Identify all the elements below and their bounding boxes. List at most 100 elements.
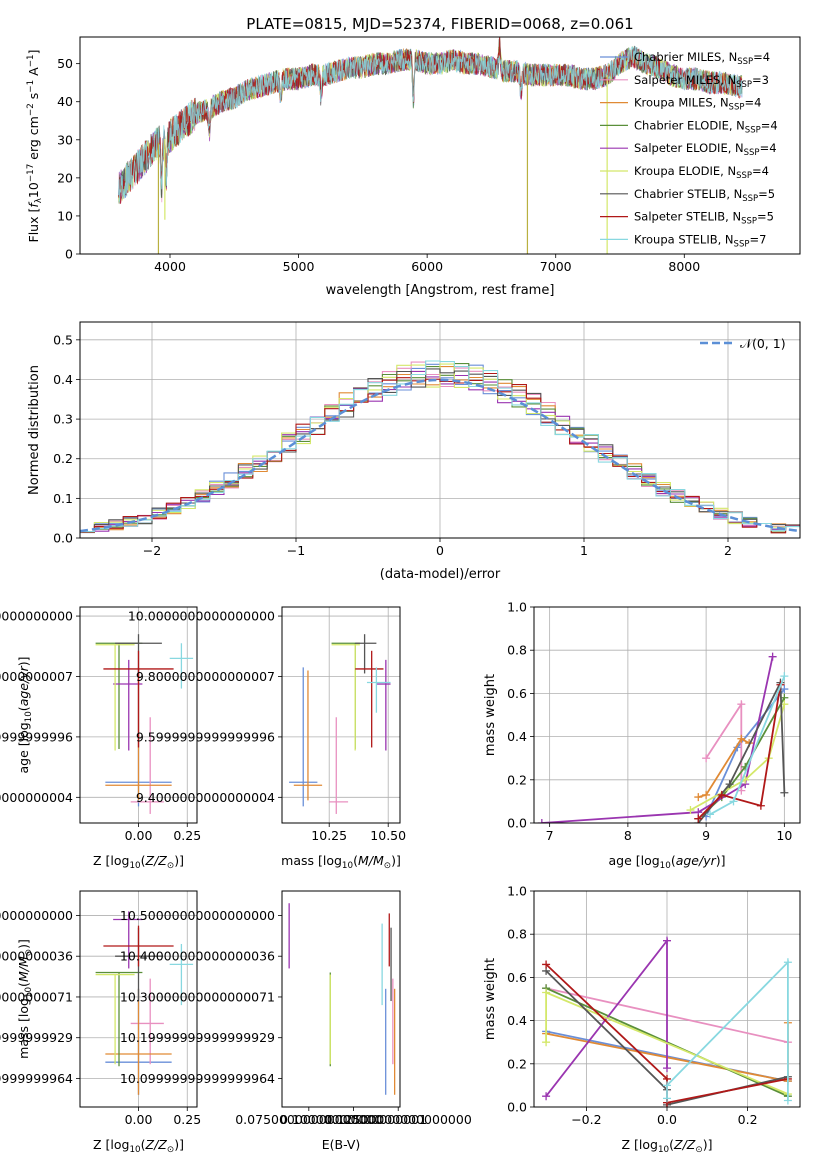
x-tick-label: 0 [436, 543, 444, 558]
y-tick-label: 1.0 [507, 600, 527, 615]
weight-marker-chabrier-stelib [725, 780, 734, 789]
histogram-kroupa-stelib [80, 360, 800, 533]
y-tick-label: 50 [57, 56, 73, 71]
weight-line-kroupa-elodie [690, 703, 786, 811]
legend-text: Kroupa MILES, N [634, 96, 729, 110]
x-tick-label: 0.07500000000000000 [235, 1112, 382, 1127]
plot-area [95, 634, 194, 814]
plot-area [289, 634, 391, 814]
panel-mass-Z-x-label: Z [log10(Z/Z⊙)] [93, 1137, 184, 1155]
panel-age-Z-x-label-part: )] [174, 853, 184, 868]
y-tick-label: 10.09999999999999964 [120, 1071, 275, 1086]
y-tick-label: 9.5999999999999996 [0, 729, 73, 744]
x-tick-label: 10.25 [311, 828, 347, 843]
residuals-y-label: Normed distribution [27, 365, 42, 495]
y-tick-label: 0.0 [53, 531, 73, 546]
y-tick-label: 0.6 [507, 970, 527, 985]
legend-value: =4 [760, 141, 777, 155]
x-tick-label: 0.2 [738, 1112, 758, 1127]
panel-weight-Z-x-label: Z [log10(Z/Z⊙)] [622, 1137, 713, 1155]
figure-title: PLATE=0815, MJD=52374, FIBERID=0068, z=0… [246, 15, 633, 33]
y-tick-label: 0.3 [53, 412, 73, 427]
legend-normal-label: 𝒩(0, 1) [740, 336, 786, 351]
panel-weight-age-x-label-part: age [log [608, 853, 659, 868]
panel-mass-Z-x-label-part: 10 [129, 1145, 140, 1155]
panel-age-Z-y-label-part: 10 [24, 711, 34, 722]
y-tick-label: 0.8 [507, 643, 527, 658]
y-tick-label: 0 [65, 247, 73, 262]
weight-marker-salpeter-stelib [694, 814, 703, 823]
legend-text: Salpeter STELIB, N [634, 210, 741, 224]
panel-weight-Z-x-label-part: ( [669, 1137, 674, 1152]
weight-marker-salpeter-stelib [717, 790, 726, 799]
legend-sub: SSP [741, 217, 757, 227]
legend-text: Kroupa STELIB, N [634, 232, 734, 246]
plot-area [95, 911, 194, 1095]
spectrum-y-label-part: −1 [26, 54, 36, 67]
legend-sub: SSP [736, 80, 752, 90]
spectrum-y-label-part: −17 [26, 164, 36, 182]
y-tick-label: 10 [57, 208, 73, 223]
y-tick-label: 10.09999999999999964 [0, 1071, 73, 1086]
axes-frame [533, 606, 801, 824]
weight-marker-kroupa-stelib [663, 1081, 671, 1090]
weight-marker-kroupa-stelib [729, 797, 738, 806]
age-vs-mass-panel: 10.25 10.50 9.4000000000000004 9.5999999999… [128, 606, 406, 871]
legend-entry: Kroupa MILES, NSSP=4 [634, 96, 761, 113]
panel-mass-Z-y-label-part: 10 [24, 987, 34, 998]
weight-marker-kroupa-stelib [780, 672, 789, 681]
panel-age-mass-x-label-part: )] [391, 853, 401, 868]
legend-value: =7 [749, 232, 766, 246]
panel-age-Z-y-label: age [log10(age/yr)] [16, 656, 34, 773]
panel-weight-Z-x-label-part: 10 [658, 1145, 669, 1155]
panel-mass-Z-x-label-part: Z [log [93, 1137, 129, 1152]
panel-mass-ebv-x-label-part: E(B-V) [322, 1137, 361, 1152]
x-tick-label: 0.12500000000000000 [325, 1112, 472, 1127]
y-tick-label: 0.2 [507, 772, 527, 787]
weight-vs-metallicity-panel: −0.2 0.0 0.2 0.0 0.2 0.4 0.6 0.8 1.0 Z [log10(Z/Z… [483, 884, 801, 1155]
y-tick-label: 0.2 [507, 1056, 527, 1071]
y-tick-label: 0.4 [507, 1013, 527, 1028]
y-tick-label: 0.5 [53, 332, 73, 347]
spectrum-y-label-part: f [26, 202, 41, 208]
legend-sub: SSP [742, 194, 758, 204]
legend-entry: Chabrier ELODIE, NSSP=4 [634, 118, 778, 135]
legend-text: Chabrier ELODIE, N [634, 118, 745, 132]
y-tick-label: 1.0 [507, 884, 527, 899]
panel-age-mass-x-label-part: ⊙ [384, 861, 391, 871]
panel-age-mass-x-label-part: ( [353, 853, 358, 868]
weight-marker-chabrier-miles [780, 685, 789, 694]
spectrum-y-label-part: A [26, 67, 41, 80]
legend-entry: Chabrier STELIB, NSSP=5 [634, 187, 775, 204]
weight-marker-chabrier-stelib [780, 788, 789, 797]
y-tick-label: 20 [57, 170, 73, 185]
legend-text: Chabrier STELIB, N [634, 187, 742, 201]
weight-marker-kroupa-miles [694, 793, 703, 802]
axes-frame [79, 36, 801, 255]
panel-age-Z-x-label-part: 10 [129, 861, 140, 871]
legend-entry: Salpeter MILES, NSSP=3 [634, 73, 769, 90]
panel-mass-Z-y-label-part: M/M [16, 956, 31, 982]
x-tick-label: 0.25 [173, 828, 201, 843]
weight-marker-salpeter-elodie [663, 936, 671, 945]
x-tick-label: 2 [724, 543, 732, 558]
panel-mass-Z-y-label-part: ( [16, 982, 31, 987]
panel-mass-Z-x-label-part: ⊙ [167, 1145, 174, 1155]
weight-marker-salpeter-stelib [756, 801, 765, 810]
legend-entry: Chabrier MILES, NSSP=4 [634, 50, 770, 67]
weight-marker-salpeter-elodie [663, 1064, 671, 1073]
legend-sub: SSP [736, 171, 752, 181]
y-tick-label: 9.4000000000000004 [136, 790, 275, 805]
panel-weight-age-x-label-part: age/yr [676, 853, 717, 868]
panel-age-Z-x-label-part: Z [log [93, 853, 129, 868]
panel-mass-Z-y-label-part: )] [16, 939, 31, 949]
legend-sub: SSP [737, 57, 753, 67]
spectrum-y-label-part: −1 [26, 80, 36, 93]
legend-value: =4 [761, 118, 778, 132]
panel-weight-age-x-label-part: 10 [660, 861, 671, 871]
plot-area [537, 652, 789, 823]
y-tick-label: 10.50000000000000000 [0, 908, 73, 923]
x-tick-label: 10 [776, 828, 792, 843]
y-tick-label: 10.40000000000000036 [0, 949, 73, 964]
legend-value: =5 [757, 210, 774, 224]
